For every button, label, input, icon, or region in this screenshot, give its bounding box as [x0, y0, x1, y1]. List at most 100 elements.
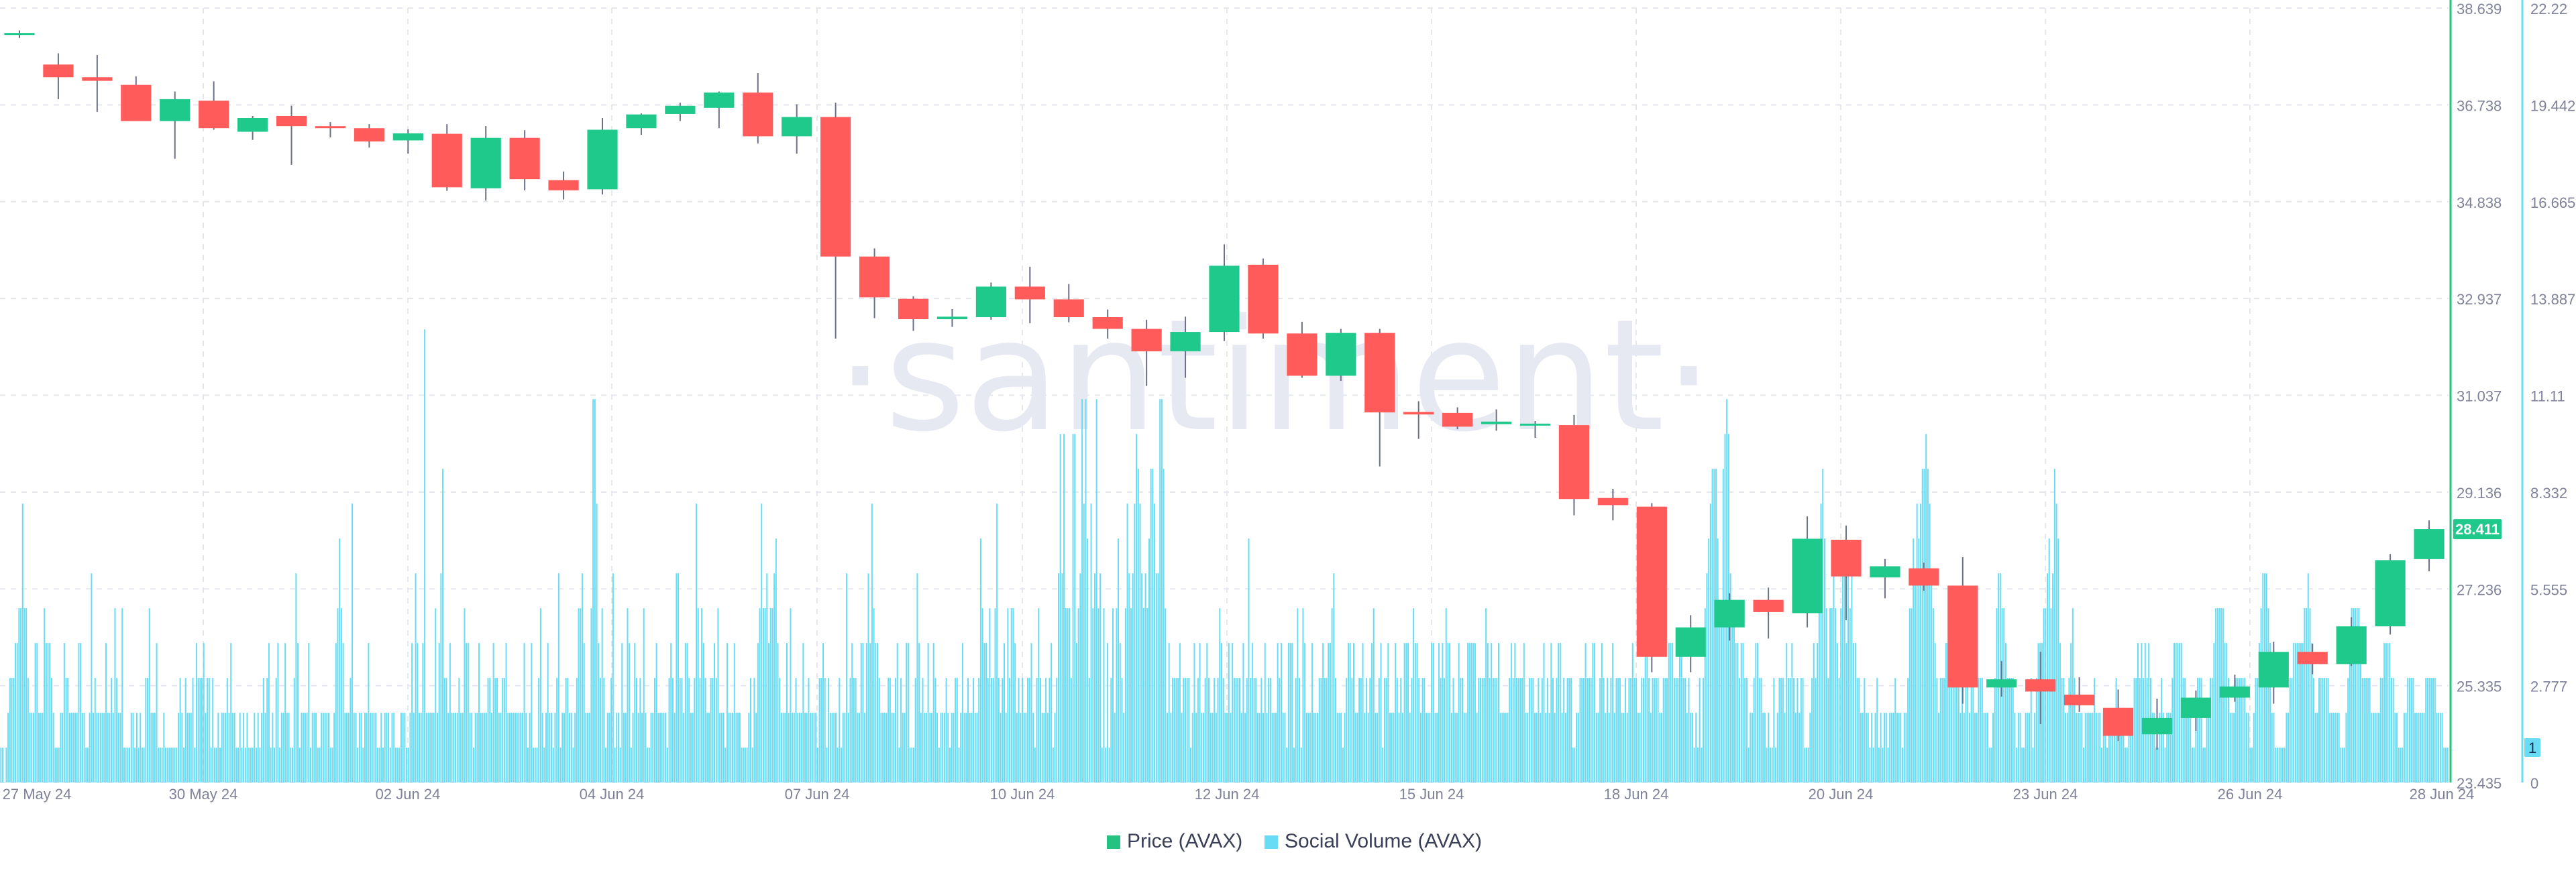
volume-bar [936, 713, 938, 782]
volume-bar [150, 713, 152, 782]
volume-bar [1690, 713, 1692, 782]
volume-bar [469, 713, 471, 782]
volume-bar [1570, 678, 1572, 782]
volume-bar [1561, 713, 1563, 782]
volume-bar [87, 748, 89, 782]
volume-bar [2376, 713, 2378, 782]
volume-bar [1163, 469, 1165, 782]
volume-bar [194, 748, 196, 782]
volume-bar [1534, 713, 1536, 782]
volume-bar [862, 643, 864, 782]
volume-bar [2047, 573, 2049, 782]
volume-bar [490, 713, 492, 782]
volume-bar [755, 713, 757, 782]
volume-bar [230, 643, 232, 782]
volume-bar [1845, 643, 1847, 782]
volume-bar [480, 713, 482, 782]
candle [665, 103, 696, 121]
volume-bar [1606, 678, 1608, 782]
candle [898, 296, 929, 331]
volume-bar [2385, 643, 2387, 782]
volume-bar [775, 538, 777, 782]
volume-bar [304, 713, 306, 782]
volume-bar [686, 643, 688, 782]
volume-bar [1023, 713, 1025, 782]
volume-bar [262, 678, 264, 782]
volume-bar [219, 748, 221, 782]
volume-bar [1237, 678, 1239, 782]
volume-bar [2128, 713, 2130, 782]
volume-bar [855, 678, 857, 782]
volume-bar [1432, 643, 1434, 782]
volume-bar [924, 713, 926, 782]
volume-bar [1540, 713, 1542, 782]
volume-bar [1468, 643, 1470, 782]
volume-bar [1626, 713, 1628, 782]
volume-bar [1918, 538, 1920, 782]
volume-bar [717, 608, 719, 782]
volume-bar [2425, 678, 2427, 782]
volume-bar [567, 678, 569, 782]
volume-bar [1326, 678, 1328, 782]
volume-bar [14, 643, 16, 782]
volume-bar [1635, 678, 1638, 782]
volume-bar [1329, 643, 1331, 782]
volume-bar [1309, 713, 1311, 782]
volume-bar [1128, 573, 1130, 782]
volume-bar [1644, 643, 1646, 782]
candle-body [1481, 421, 1512, 424]
volume-bar [1130, 608, 1132, 782]
volume-bar [1222, 678, 1224, 782]
volume-bar [1639, 713, 1641, 782]
volume-bar [1287, 643, 1289, 782]
candle-body [470, 137, 501, 188]
volume-bar [1336, 713, 1338, 782]
candle-body [1248, 264, 1279, 334]
volume-bar [1648, 678, 1650, 782]
volume-tick-label: 13.887 [2530, 291, 2575, 308]
volume-bar [1012, 608, 1014, 782]
candle-body [1870, 566, 1900, 578]
volume-bar [2030, 678, 2032, 782]
volume-tick-label: 16.665 [2530, 194, 2575, 211]
volume-bar [958, 748, 960, 782]
volume-bar [1827, 678, 1829, 782]
volume-bar [699, 678, 701, 782]
volume-bar [1838, 678, 1840, 782]
volume-bar [1512, 678, 1514, 782]
volume-bar [531, 643, 533, 782]
candle [1209, 244, 1240, 341]
volume-bar [1799, 713, 1801, 782]
volume-bar [777, 643, 779, 782]
volume-bar [394, 748, 396, 782]
volume-bar [2365, 678, 2367, 782]
volume-bar [1416, 643, 1418, 782]
volume-bar [1536, 713, 1538, 782]
volume-bar [798, 713, 800, 782]
candle-body [82, 77, 113, 81]
volume-bar [842, 713, 844, 782]
volume-bar [286, 713, 288, 782]
volume-bar [523, 643, 525, 782]
volume-bar [849, 678, 851, 782]
volume-bar [2159, 713, 2161, 782]
volume-bar [1360, 678, 1362, 782]
volume-bar [1317, 713, 1319, 782]
volume-bar [1911, 608, 1913, 782]
volume-bar [925, 713, 927, 782]
volume-bar [1878, 748, 1880, 782]
volume-bar [237, 748, 239, 782]
x-tick-label: 30 May 24 [169, 786, 238, 803]
volume-bar [1603, 678, 1605, 782]
volume-bar [2414, 713, 2416, 782]
volume-bar [2012, 678, 2014, 782]
volume-bar [1811, 678, 1813, 782]
volume-bar [557, 573, 559, 782]
legend-swatch [1107, 835, 1120, 849]
volume-bar [728, 713, 730, 782]
volume-bar [1032, 713, 1034, 782]
volume-bar [880, 713, 882, 782]
volume-bar [1440, 678, 1442, 782]
